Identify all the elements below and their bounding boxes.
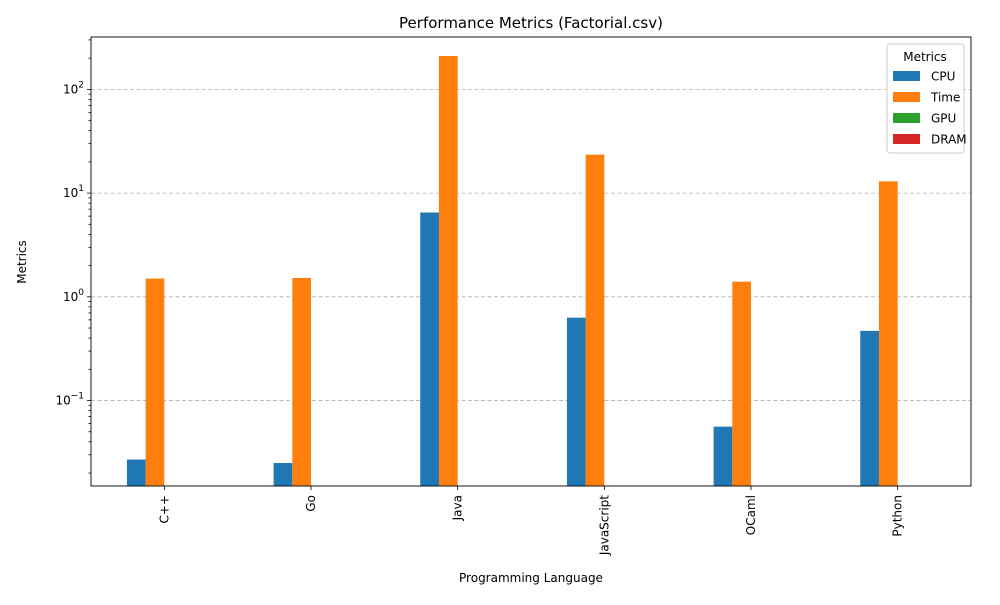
x-tick-label: Java (451, 495, 465, 521)
legend-label-cpu: CPU (931, 70, 955, 84)
y-tick-label: 102 (63, 80, 84, 96)
y-axis-label: Metrics (15, 240, 29, 284)
axis-ticks: 10−1 100 101 102 C++ Go Java JavaScript OCaml Pyt… (55, 39, 905, 556)
bar-cpu-0 (126, 459, 146, 486)
x-axis-label: Programming Language (459, 571, 603, 585)
plot-frame (90, 36, 972, 487)
legend-label-dram: DRAM (931, 133, 967, 147)
x-tick-label: Go (304, 495, 318, 512)
bar-time-4 (732, 281, 751, 486)
bar-time-3 (585, 154, 605, 486)
y-tick-label: 10−1 (55, 392, 84, 408)
bar-time-1 (292, 277, 311, 486)
y-tick-label: 101 (63, 184, 84, 200)
bar-cpu-5 (860, 330, 879, 486)
legend-title: Metrics (903, 50, 947, 64)
x-tick-label: Python (891, 495, 905, 537)
legend-items: CPU Time GPU DRAM (893, 70, 967, 147)
bars (126, 55, 898, 487)
legend-label-time: Time (930, 91, 960, 105)
bar-cpu-2 (420, 212, 439, 486)
bar-cpu-4 (713, 426, 733, 486)
legend-swatch-cpu (893, 71, 920, 81)
legend-swatch-gpu (893, 113, 920, 123)
chart-title: Performance Metrics (Factorial.csv) (399, 14, 663, 32)
legend-label-gpu: GPU (931, 112, 956, 126)
bar-time-5 (878, 181, 898, 487)
bar-cpu-1 (273, 462, 293, 486)
x-tick-label: JavaScript (597, 495, 611, 556)
bar-cpu-3 (566, 317, 586, 486)
x-tick-label: C++ (157, 495, 171, 524)
grid-lines (91, 88, 971, 401)
bar-time-2 (438, 55, 458, 487)
legend: Metrics CPU Time GPU DRAM (886, 43, 967, 154)
legend-swatch-time (893, 92, 920, 102)
y-tick-label: 100 (63, 288, 84, 304)
x-tick-label: OCaml (744, 495, 758, 535)
bar-time-0 (145, 278, 165, 486)
legend-swatch-dram (893, 134, 920, 144)
